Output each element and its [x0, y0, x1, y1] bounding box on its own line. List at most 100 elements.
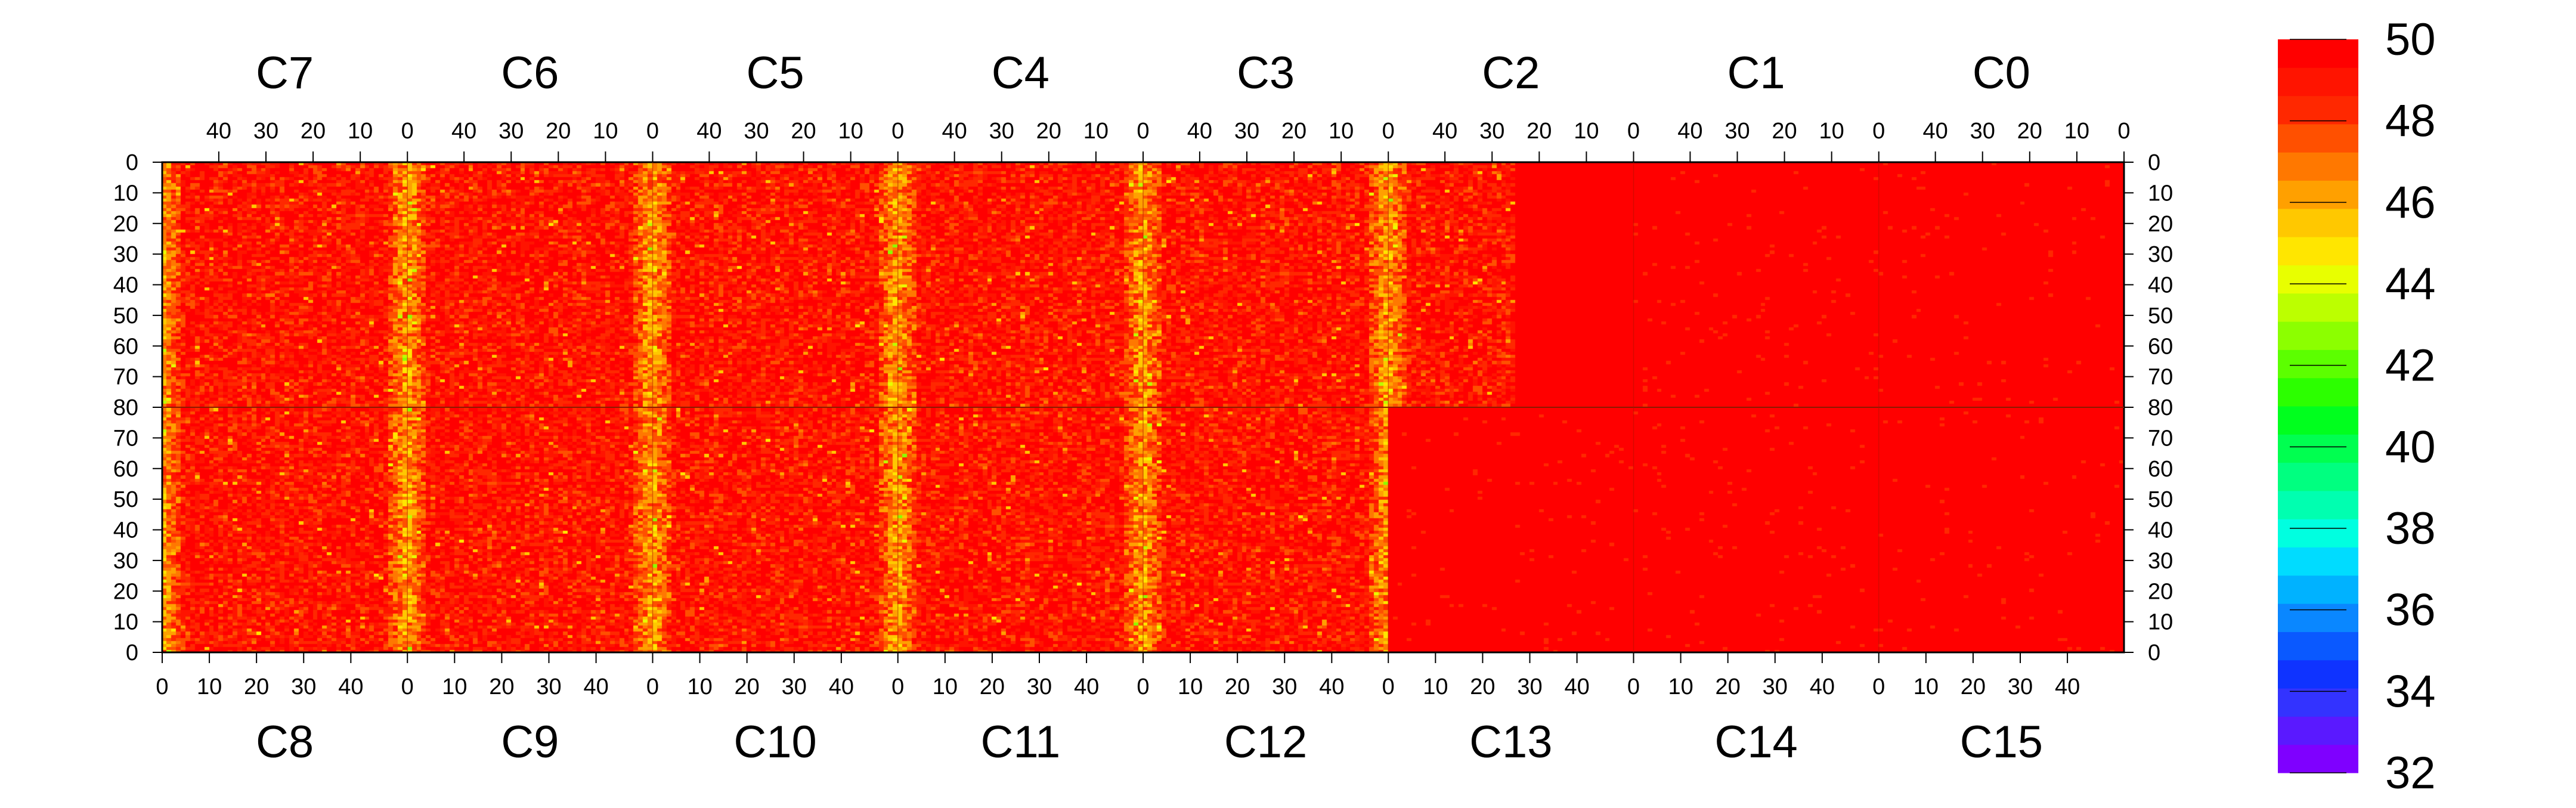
x-tick-label-top: 10 [348, 119, 373, 144]
colorbar-tick-label: 32 [2385, 748, 2436, 798]
y-tick-label-right: 60 [2148, 457, 2173, 482]
x-tick-label-bottom: 10 [442, 674, 467, 699]
colorbar-segment [2278, 575, 2358, 604]
x-tick-label-top: 40 [1432, 119, 1457, 144]
colorbar-segment [2278, 321, 2358, 350]
x-tick-label-bottom: 10 [197, 674, 222, 699]
x-tick-label-top: 20 [1527, 119, 1552, 144]
colorbar-segment [2278, 688, 2358, 717]
x-tick-label-top: 10 [2064, 119, 2089, 144]
x-tick-label-bottom: 0 [891, 674, 904, 699]
chip-label-top-c3: C3 [1237, 48, 1295, 98]
x-tick-label-bottom: 20 [1225, 674, 1250, 699]
chip-label-bottom-c13: C13 [1469, 717, 1552, 767]
x-tick-label-bottom: 40 [829, 674, 854, 699]
x-tick-label-bottom: 40 [338, 674, 363, 699]
x-axis-ticks: 40 30 20 10 0 0 10 20 30 40 40 30 20 10 0 0 10 20 30 40 40 30… [156, 119, 2130, 699]
x-tick-label-top: 30 [989, 119, 1014, 144]
y-tick-label-left: 10 [113, 181, 138, 206]
x-tick-label-bottom: 10 [1914, 674, 1939, 699]
y-tick-label-left: 50 [113, 304, 138, 329]
y-tick-label-left: 50 [113, 487, 138, 512]
x-tick-label-bottom: 40 [1564, 674, 1589, 699]
x-tick-label-bottom: 0 [156, 674, 168, 699]
x-tick-label-bottom: 30 [291, 674, 316, 699]
x-tick-label-top: 30 [1479, 119, 1504, 144]
x-tick-label-top: 10 [1819, 119, 1844, 144]
chip-label-top-c7: C7 [256, 48, 314, 98]
x-tick-label-top: 40 [1677, 119, 1702, 144]
x-tick-label-bottom: 30 [1763, 674, 1788, 699]
x-tick-label-top: 10 [1083, 119, 1109, 144]
x-tick-label-bottom: 20 [735, 674, 760, 699]
y-tick-label-left: 20 [113, 212, 138, 237]
chip-label-bottom-c11: C11 [980, 717, 1060, 767]
x-tick-label-top: 0 [401, 119, 414, 144]
x-tick-label-top: 20 [1772, 119, 1797, 144]
y-tick-label-left: 60 [113, 457, 138, 482]
y-tick-label-left: 70 [113, 426, 138, 451]
x-tick-label-bottom: 30 [2008, 674, 2033, 699]
chip-label-top-c5: C5 [747, 48, 804, 98]
y-tick-label-right: 10 [2148, 181, 2173, 206]
y-tick-label-right: 20 [2148, 212, 2173, 237]
colorbar-tick-label: 46 [2385, 177, 2436, 228]
y-tick-label-right: 30 [2148, 549, 2173, 574]
x-tick-label-bottom: 10 [933, 674, 958, 699]
x-tick-label-top: 20 [791, 119, 816, 144]
y-tick-label-right: 70 [2148, 365, 2173, 390]
y-tick-label-left: 30 [113, 549, 138, 574]
y-tick-label-left: 40 [113, 273, 138, 298]
x-tick-label-bottom: 30 [1272, 674, 1297, 699]
colorbar-segment [2278, 208, 2358, 237]
x-tick-label-bottom: 30 [1517, 674, 1542, 699]
y-tick-label-right: 60 [2148, 334, 2173, 359]
colorbar-segment [2278, 180, 2358, 209]
x-tick-label-top: 20 [546, 119, 571, 144]
chip-label-bottom-c10: C10 [733, 717, 816, 767]
colorbar-tick-label: 40 [2385, 422, 2436, 472]
x-tick-label-bottom: 20 [1716, 674, 1741, 699]
colorbar-segment [2278, 547, 2358, 576]
x-tick-label-bottom: 30 [1027, 674, 1052, 699]
colorbar-tick-label: 48 [2385, 96, 2436, 147]
chip-label-bottom-c12: C12 [1224, 717, 1307, 767]
y-tick-label-right: 50 [2148, 487, 2173, 512]
colorbar-tick-label: 44 [2385, 259, 2436, 309]
x-tick-label-bottom: 20 [244, 674, 269, 699]
y-tick-label-right: 40 [2148, 273, 2173, 298]
colorbar-segment [2278, 716, 2358, 745]
colorbar-segment [2278, 519, 2358, 548]
y-tick-label-left: 30 [113, 242, 138, 267]
x-tick-label-top: 30 [253, 119, 278, 144]
colorbar-segment [2278, 265, 2358, 294]
x-tick-label-top: 30 [499, 119, 524, 144]
y-tick-label-left: 10 [113, 610, 138, 635]
colorbar-tick-label: 38 [2385, 503, 2436, 554]
x-tick-label-top: 0 [646, 119, 659, 144]
colorbar-segment [2278, 434, 2358, 463]
x-tick-label-top: 10 [593, 119, 618, 144]
x-tick-label-top: 30 [1234, 119, 1259, 144]
colorbar-tick-label: 42 [2385, 340, 2436, 391]
x-tick-label-top: 0 [1872, 119, 1885, 144]
x-tick-label-bottom: 20 [489, 674, 514, 699]
colorbar-segment [2278, 152, 2358, 181]
x-tick-label-top: 30 [1724, 119, 1750, 144]
x-tick-label-bottom: 10 [1423, 674, 1448, 699]
chip-label-bottom-c8: C8 [256, 717, 314, 767]
colorbar-segment [2278, 349, 2358, 379]
chip-label-top-c0: C0 [1973, 48, 2030, 98]
y-tick-label-left: 40 [113, 518, 138, 543]
x-tick-label-bottom: 0 [1382, 674, 1395, 699]
x-tick-label-top: 0 [1382, 119, 1395, 144]
colorbar-segment [2278, 603, 2358, 632]
x-tick-label-top: 40 [1923, 119, 1948, 144]
colorbar-segment [2278, 95, 2358, 125]
x-tick-label-bottom: 40 [1074, 674, 1099, 699]
colorbar: 32 34 36 38 40 42 44 46 48 50 [2278, 14, 2436, 798]
colorbar-segment [2278, 39, 2358, 68]
y-tick-label-right: 0 [2148, 150, 2160, 175]
chip-label-top-c1: C1 [1727, 48, 1785, 98]
